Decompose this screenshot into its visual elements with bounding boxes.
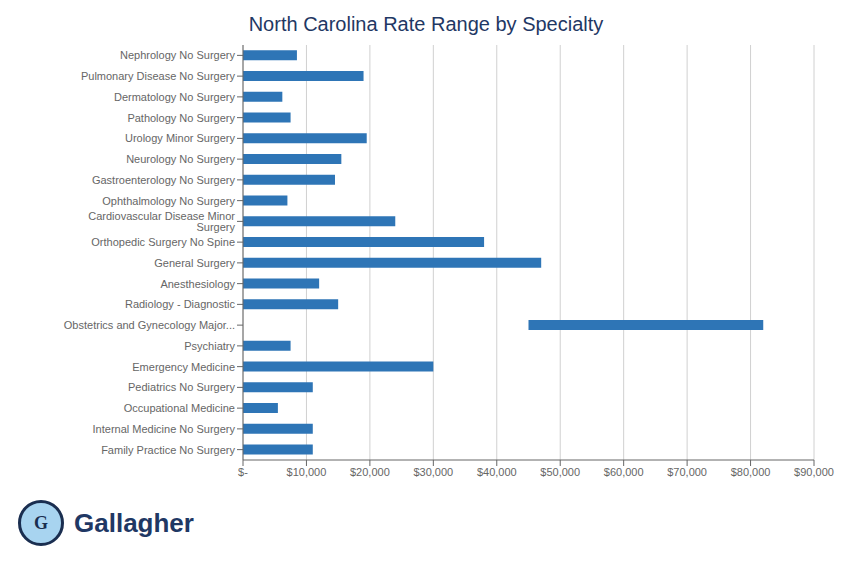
svg-text:Pathology No Surgery: Pathology No Surgery (127, 112, 235, 124)
svg-text:Obstetrics and Gynecology Majo: Obstetrics and Gynecology Major... (64, 319, 235, 331)
svg-text:Anesthesiology: Anesthesiology (160, 278, 235, 290)
svg-text:$-: $- (238, 466, 248, 478)
svg-text:Orthopedic Surgery No Spine: Orthopedic Surgery No Spine (91, 236, 235, 248)
svg-text:$80,000: $80,000 (731, 466, 771, 478)
svg-text:$10,000: $10,000 (287, 466, 327, 478)
svg-text:Neurology No Surgery: Neurology No Surgery (126, 153, 235, 165)
svg-text:$50,000: $50,000 (540, 466, 580, 478)
svg-text:General Surgery: General Surgery (154, 257, 235, 269)
svg-text:$70,000: $70,000 (667, 466, 707, 478)
svg-text:$20,000: $20,000 (350, 466, 390, 478)
svg-text:$30,000: $30,000 (413, 466, 453, 478)
svg-text:Urology Minor Surgery: Urology Minor Surgery (125, 132, 236, 144)
svg-text:Radiology - Diagnostic: Radiology - Diagnostic (125, 298, 236, 310)
svg-text:Internal Medicine No Surgery: Internal Medicine No Surgery (93, 423, 236, 435)
html-text:G: G (34, 512, 48, 533)
svg-text:Pediatrics No Surgery: Pediatrics No Surgery (128, 381, 235, 393)
svg-text:Occupational Medicine: Occupational Medicine (124, 402, 235, 414)
svg-text:Ophthalmology No Surgery: Ophthalmology No Surgery (102, 195, 235, 207)
svg-text:Dermatology No Surgery: Dermatology No Surgery (114, 91, 236, 103)
svg-text:$60,000: $60,000 (604, 466, 644, 478)
svg-text:Family Practice No Surgery: Family Practice No Surgery (101, 444, 235, 456)
svg-text:Psychiatry: Psychiatry (184, 340, 235, 352)
svg-text:$90,000: $90,000 (794, 466, 834, 478)
svg-text:Nephrology No Surgery: Nephrology No Surgery (120, 49, 235, 61)
svg-text:Gastroenterology No Surgery: Gastroenterology No Surgery (92, 174, 236, 186)
html-text:North Carolina Rate Range by S: North Carolina Rate Range by Specialty (248, 13, 604, 35)
svg-text:Emergency Medicine: Emergency Medicine (132, 361, 235, 373)
svg-text:Cardiovascular Disease MinorSu: Cardiovascular Disease MinorSurgery (88, 210, 235, 233)
html-text:Gallagher: Gallagher (74, 507, 194, 538)
svg-text:Pulmonary Disease No Surgery: Pulmonary Disease No Surgery (81, 70, 236, 82)
svg-text:$40,000: $40,000 (477, 466, 517, 478)
